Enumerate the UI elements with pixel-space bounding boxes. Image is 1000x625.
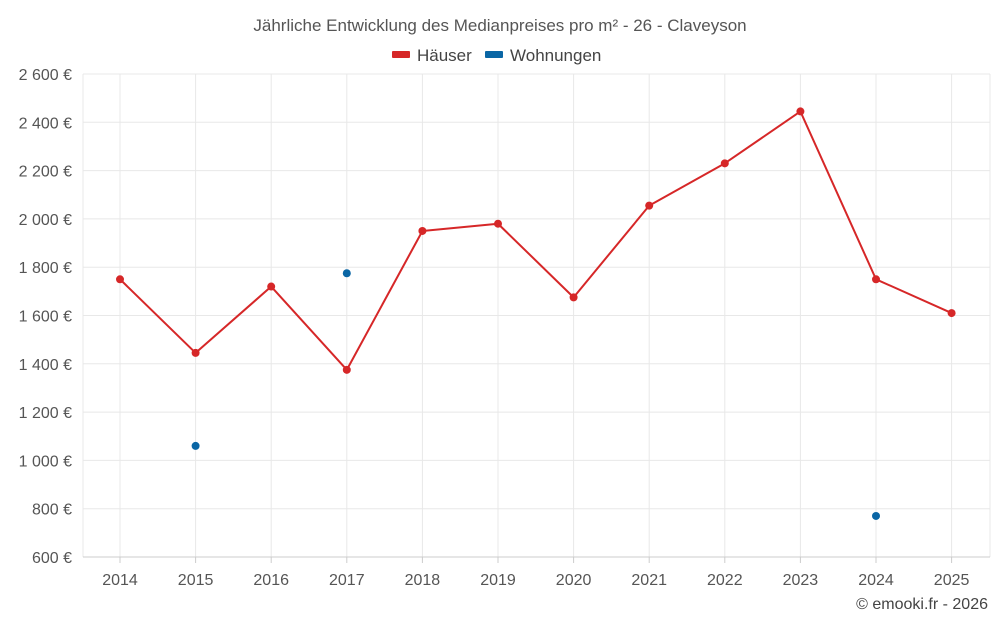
grid: [82, 73, 991, 557]
data-point-wohnungen-2017[interactable]: [342, 269, 351, 278]
x-tick-label: 2022: [707, 572, 743, 589]
y-tick-label: 2 000 €: [19, 212, 72, 229]
y-tick-label: 2 400 €: [19, 115, 72, 132]
x-tick-label: 2017: [329, 572, 365, 589]
series-points: [116, 107, 956, 520]
y-tick-label: 1 400 €: [19, 357, 72, 374]
data-point-haeuser-2016[interactable]: [267, 282, 276, 291]
data-point-haeuser-2014[interactable]: [116, 275, 124, 284]
x-tick-label: 2019: [480, 572, 516, 589]
data-point-haeuser-2015[interactable]: [191, 348, 200, 357]
y-tick-label: 1 200 €: [19, 405, 72, 422]
x-tick-label: 2016: [253, 572, 289, 589]
legend-label-haeuser[interactable]: Häuser: [417, 46, 472, 65]
data-point-haeuser-2022[interactable]: [720, 159, 729, 168]
x-tick-label: 2024: [858, 572, 894, 589]
series-line-haeuser: [119, 110, 953, 371]
x-tick-label: 2023: [783, 572, 819, 589]
x-tick-label: 2018: [405, 572, 441, 589]
y-axis-ticks: 600 € 800 € 1 000 € 1 200 € 1 400 € 1 600 € 1 …: [19, 67, 72, 567]
x-tick-label: 2021: [631, 572, 667, 589]
y-tick-label: 2 200 €: [19, 164, 72, 181]
data-point-haeuser-2025[interactable]: [947, 309, 956, 318]
legend-swatch-haeuser: [392, 51, 410, 58]
legend-swatch-wohnungen: [485, 51, 503, 58]
y-tick-label: 1 600 €: [19, 309, 72, 326]
x-axis-ticks: 2014 2015 2016 2017 2018 2019 2020 2021 2022 2023…: [102, 557, 969, 589]
y-tick-label: 800 €: [32, 502, 72, 519]
data-point-haeuser-2018[interactable]: [418, 226, 427, 235]
legend: Häuser Wohnungen: [392, 46, 601, 65]
series-lines: [119, 110, 953, 371]
data-point-haeuser-2017[interactable]: [342, 365, 351, 374]
data-point-haeuser-2020[interactable]: [569, 293, 578, 302]
chart-title: Jährliche Entwicklung des Medianpreises …: [253, 16, 746, 35]
x-tick-label: 2014: [102, 572, 138, 589]
data-point-haeuser-2023[interactable]: [796, 107, 805, 116]
data-point-wohnungen-2024[interactable]: [872, 511, 880, 520]
x-tick-label: 2025: [934, 572, 970, 589]
data-point-wohnungen-2015[interactable]: [191, 441, 200, 450]
credit-text: © emooki.fr - 2026: [856, 596, 988, 613]
y-tick-label: 600 €: [32, 550, 72, 567]
y-tick-label: 2 600 €: [19, 67, 72, 84]
data-point-haeuser-2021[interactable]: [645, 201, 654, 210]
data-point-haeuser-2024[interactable]: [872, 275, 880, 284]
y-tick-label: 1 800 €: [19, 260, 72, 277]
legend-label-wohnungen[interactable]: Wohnungen: [510, 46, 601, 65]
y-tick-label: 1 000 €: [19, 453, 72, 470]
x-tick-label: 2015: [178, 572, 214, 589]
data-point-haeuser-2019[interactable]: [494, 219, 502, 228]
x-tick-label: 2020: [556, 572, 592, 589]
